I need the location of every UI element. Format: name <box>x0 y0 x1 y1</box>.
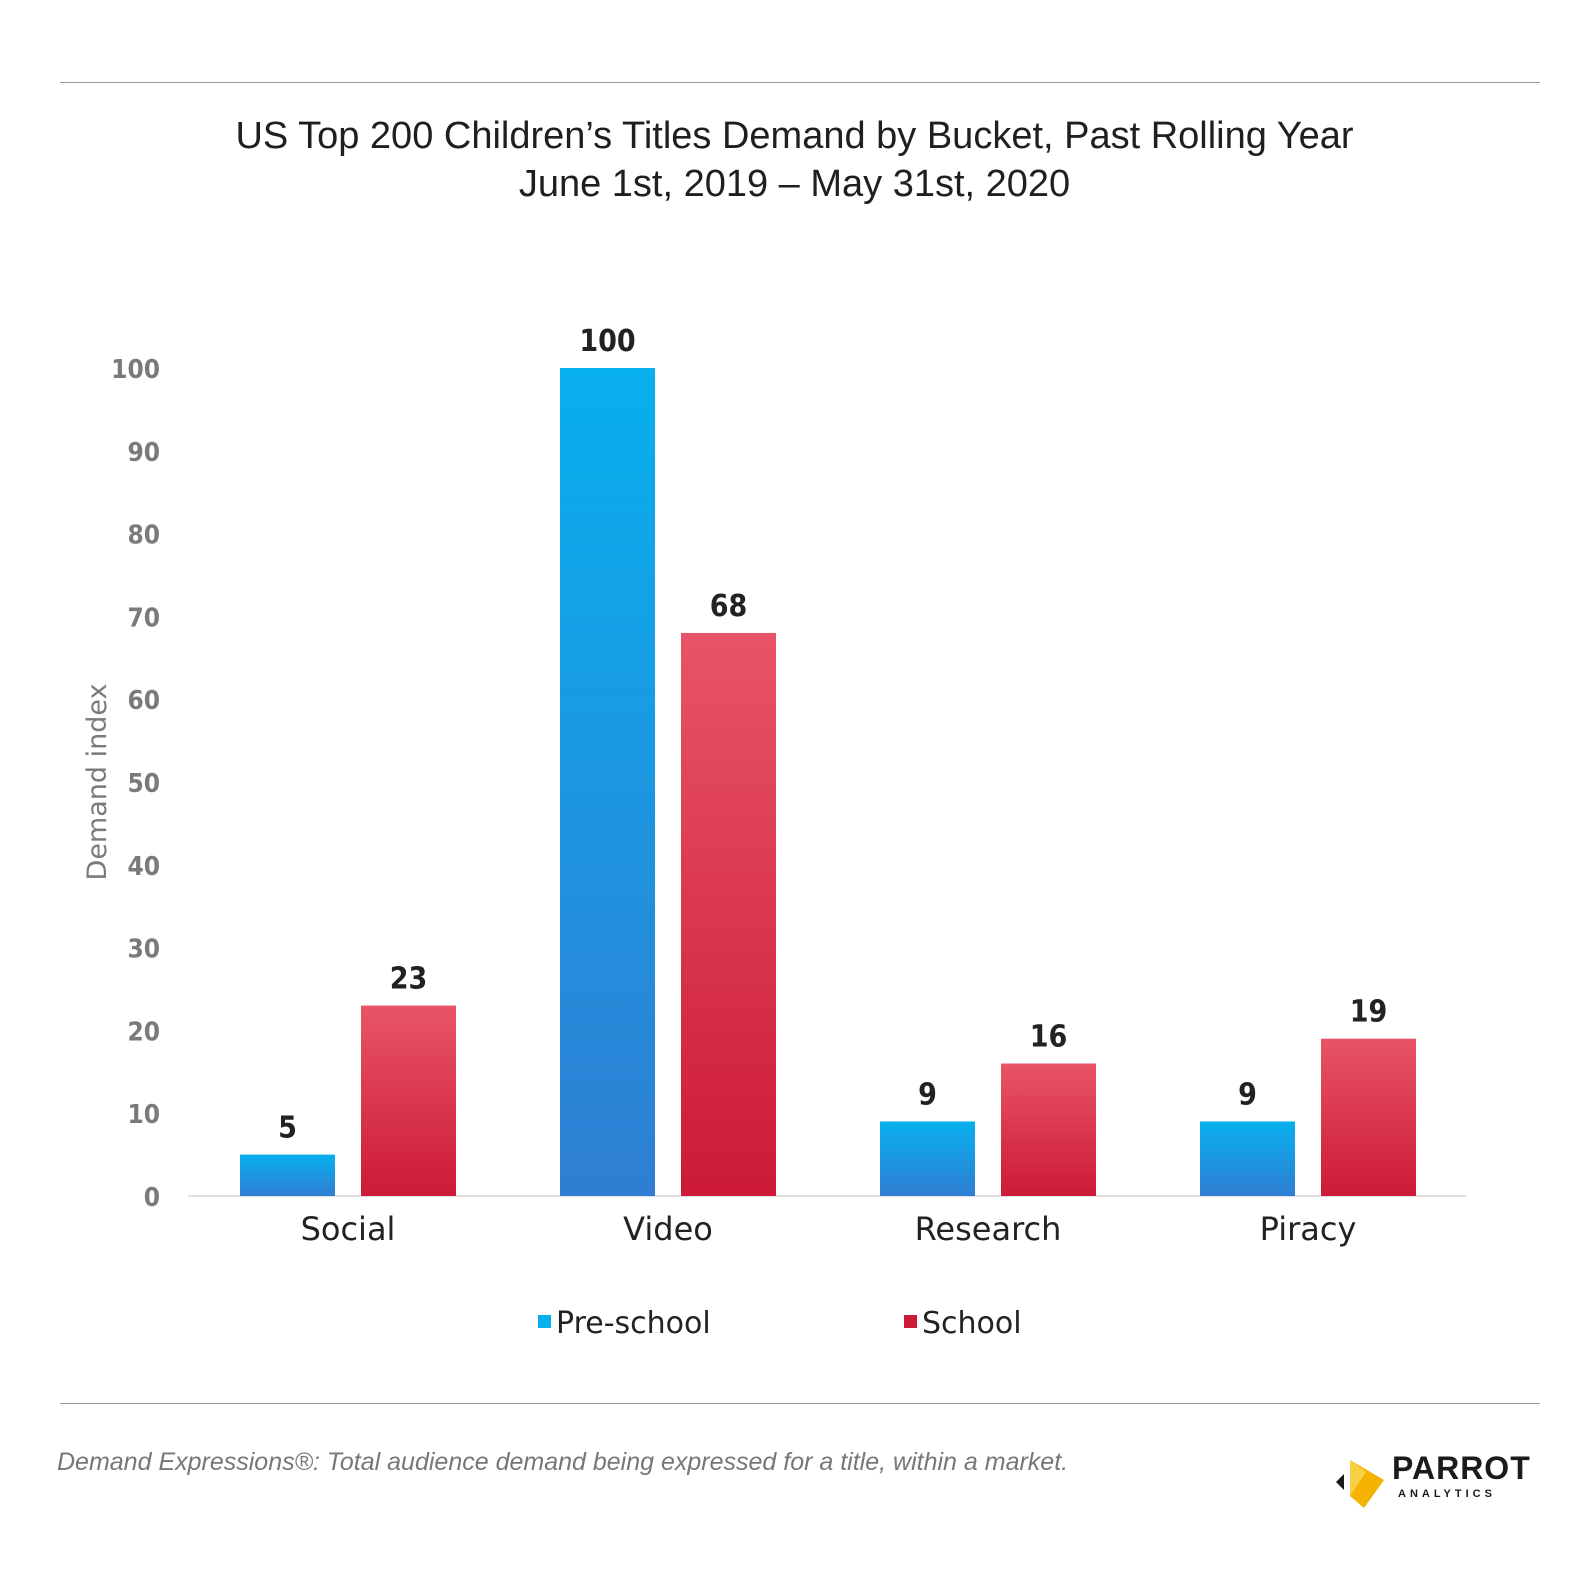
y-tick-label: 0 <box>144 1183 160 1213</box>
bar-school-research <box>1001 1063 1096 1196</box>
top-divider <box>60 82 1540 83</box>
legend-label-pre-school: Pre-school <box>556 1306 711 1341</box>
legend-label-school: School <box>922 1306 1022 1341</box>
bar-value-label: 19 <box>1350 995 1388 1030</box>
y-tick-label: 10 <box>127 1100 160 1130</box>
y-tick-label: 90 <box>127 438 160 468</box>
bar-value-label: 16 <box>1030 1020 1068 1055</box>
logo-wordmark: PARROT <box>1392 1450 1531 1486</box>
y-tick-label: 60 <box>127 686 160 716</box>
y-tick-label: 70 <box>127 603 160 633</box>
legend-swatch-school <box>904 1315 917 1328</box>
parrot-logo-icon <box>1336 1460 1384 1508</box>
y-tick-label: 40 <box>127 852 160 882</box>
bar-value-label: 9 <box>918 1077 937 1112</box>
x-category-label: Research <box>915 1210 1062 1248</box>
x-category-label: Piracy <box>1260 1210 1357 1248</box>
bar-value-label: 100 <box>579 324 635 359</box>
chart-title: US Top 200 Children’s Titles Demand by B… <box>235 115 1354 157</box>
y-tick-label: 100 <box>111 355 160 385</box>
bar-value-label: 5 <box>278 1111 297 1146</box>
x-category-label: Video <box>623 1210 713 1248</box>
bar-school-video <box>681 632 776 1196</box>
y-axis-label: Demand index <box>82 684 113 881</box>
y-tick-label: 80 <box>127 521 160 551</box>
bar-pre-school-video <box>560 368 655 1196</box>
bar-pre-school-social <box>240 1154 335 1196</box>
chart-subtitle: June 1st, 2019 – May 31st, 2020 <box>518 163 1071 205</box>
y-tick-label: 30 <box>127 935 160 965</box>
bar-school-social <box>361 1005 456 1196</box>
y-tick-label: 50 <box>127 769 160 799</box>
bar-pre-school-research <box>880 1121 975 1196</box>
bar-value-label: 68 <box>710 589 748 624</box>
x-category-label: Social <box>301 1210 396 1248</box>
bar-value-label: 9 <box>1238 1077 1257 1112</box>
footnote: Demand Expressions®: Total audience dema… <box>57 1448 1069 1476</box>
bottom-divider <box>60 1403 1540 1404</box>
logo-subtitle: ANALYTICS <box>1398 1488 1496 1500</box>
bar-pre-school-piracy <box>1200 1121 1295 1196</box>
bar-value-label: 23 <box>390 962 428 997</box>
y-tick-label: 20 <box>127 1017 160 1047</box>
parrot-analytics-logo: PARROT ANALYTICS <box>1336 1450 1541 1510</box>
bar-chart: 0 10 20 30 40 50 60 70 80 90 100 5 100 9 9 23 68 16 19 So… <box>82 324 1466 1341</box>
legend-swatch-pre-school <box>538 1315 551 1328</box>
bar-school-piracy <box>1321 1038 1416 1196</box>
